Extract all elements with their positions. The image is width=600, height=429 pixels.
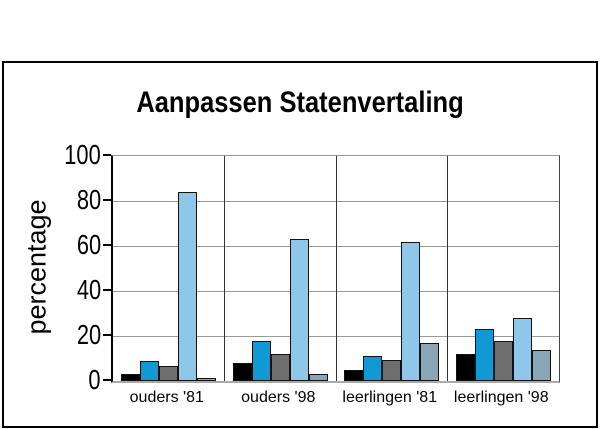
x-axis-category-label: leerlingen '98	[453, 389, 549, 406]
bar	[401, 241, 421, 381]
y-tick-mark	[103, 154, 111, 156]
y-tick-mark	[103, 289, 111, 291]
y-tick-label: 60	[76, 229, 101, 260]
y-axis-tick-labels: 0 20 40 60 80 100	[4, 139, 105, 395]
bar	[121, 374, 141, 381]
y-tick-label: 20	[76, 319, 101, 350]
bar	[531, 349, 551, 381]
chart-frame: Aanpassen Statenvertaling percentage 0 20…	[2, 61, 598, 428]
x-axis-category-label: leerlingen '81	[342, 389, 438, 406]
x-axis-category-label: ouders '81	[129, 389, 204, 406]
panel-divider	[224, 156, 225, 381]
y-tick-mark	[103, 334, 111, 336]
x-axis-category-label: ouders '98	[241, 389, 316, 406]
y-tick-label: 40	[76, 274, 101, 305]
bar	[251, 340, 271, 381]
bar	[159, 366, 179, 381]
bar	[493, 340, 513, 381]
x-axis-labels: ouders '81 ouders '98 leerlingen '81 leerli…	[111, 389, 557, 411]
plot-area	[111, 155, 560, 383]
bar	[289, 239, 309, 381]
chart-title: Aanpassen Statenvertaling	[136, 86, 464, 119]
bar	[512, 318, 532, 381]
y-tick-mark	[103, 244, 111, 246]
bar	[420, 342, 440, 381]
bar	[140, 360, 160, 381]
panel-divider	[447, 156, 448, 381]
bar	[232, 363, 252, 381]
y-tick-label: 80	[76, 184, 101, 215]
bar	[455, 354, 475, 381]
y-tick-label: 100	[64, 139, 101, 170]
bar	[308, 374, 328, 381]
bar	[344, 369, 364, 381]
y-tick-label: 0	[88, 364, 101, 395]
bar	[382, 359, 402, 381]
bar	[178, 192, 198, 381]
bar	[363, 356, 383, 381]
y-tick-mark	[103, 199, 111, 201]
bar	[270, 354, 290, 381]
y-tick-mark	[103, 379, 111, 381]
bar	[197, 377, 217, 381]
panel-divider	[335, 156, 337, 381]
bar	[474, 329, 494, 381]
y-axis-tick-marks	[103, 154, 111, 381]
